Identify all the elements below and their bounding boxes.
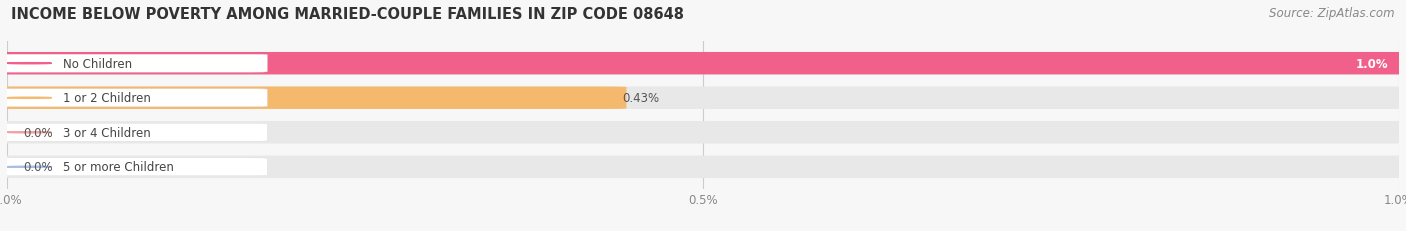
Circle shape <box>7 63 52 64</box>
Text: 0.0%: 0.0% <box>24 161 53 173</box>
Text: INCOME BELOW POVERTY AMONG MARRIED-COUPLE FAMILIES IN ZIP CODE 08648: INCOME BELOW POVERTY AMONG MARRIED-COUPL… <box>11 7 685 22</box>
FancyBboxPatch shape <box>0 87 627 109</box>
Text: No Children: No Children <box>63 58 132 70</box>
Text: Source: ZipAtlas.com: Source: ZipAtlas.com <box>1270 7 1395 20</box>
Text: 1.0%: 1.0% <box>1355 58 1388 70</box>
Text: 5 or more Children: 5 or more Children <box>63 161 173 173</box>
FancyBboxPatch shape <box>0 158 267 176</box>
FancyBboxPatch shape <box>0 89 267 107</box>
Circle shape <box>7 167 52 168</box>
FancyBboxPatch shape <box>0 55 267 73</box>
FancyBboxPatch shape <box>0 87 1406 109</box>
FancyBboxPatch shape <box>0 122 1406 144</box>
FancyBboxPatch shape <box>0 124 267 142</box>
Text: 3 or 4 Children: 3 or 4 Children <box>63 126 150 139</box>
FancyBboxPatch shape <box>0 156 1406 178</box>
FancyBboxPatch shape <box>0 53 1406 75</box>
FancyBboxPatch shape <box>0 53 1406 75</box>
Circle shape <box>7 132 52 133</box>
Text: 1 or 2 Children: 1 or 2 Children <box>63 92 150 105</box>
Text: 0.0%: 0.0% <box>24 126 53 139</box>
Text: 0.43%: 0.43% <box>623 92 659 105</box>
Circle shape <box>7 98 52 99</box>
